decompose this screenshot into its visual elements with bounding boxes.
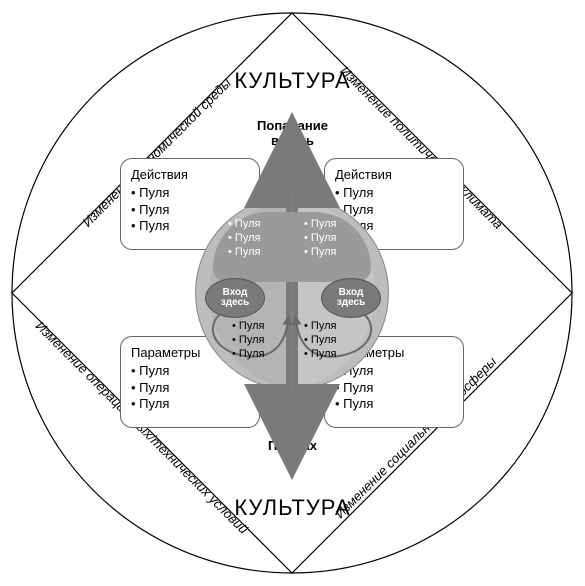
center-item: Пуля [304,348,336,362]
center-item: Пуля [304,218,336,232]
center-upper-left-list-2: Пуля Пуля Пуля [228,218,260,259]
center-item: Пуля [304,320,336,334]
diagram-root: КУЛЬТУРА КУЛЬТУРА Изменение экономическо… [0,0,585,586]
box-br-item: Пуля [335,396,453,412]
entry-right-text: Входздесь [337,288,365,309]
center-upper-right-list-2: Пуля Пуля Пуля [304,218,336,259]
center-item: Пуля [304,246,336,260]
center-item: Пуля [232,334,264,348]
center-item: Пуля [228,218,260,232]
title-top: КУЛЬТУРА [234,68,350,94]
center-lower-right-list: Пуля Пуля Пуля [304,320,336,361]
label-hit-line1: Попадание [257,118,328,133]
entry-left: Входздесь [205,278,265,318]
center-lower-left-list: Пуля Пуля Пуля [232,320,264,361]
center-item: Пуля [228,232,260,246]
entry-left-text: Входздесь [221,288,249,309]
box-br-item: Пуля [335,380,453,396]
label-hit-line2: в цель [271,133,314,148]
box-bl-item: Пуля [131,380,249,396]
center-item: Пуля [228,246,260,260]
center-item: Пуля [232,320,264,334]
box-tr-title: Действия [335,167,453,183]
entry-right: Входздесь [321,278,381,318]
box-tl-item: Пуля [131,202,249,218]
box-tr-item: Пуля [335,202,453,218]
label-hit: Попадание в цель [257,118,328,148]
box-tl-title: Действия [131,167,249,183]
box-bl-item: Пуля [131,396,249,412]
box-tl-item: Пуля [131,185,249,201]
label-miss: Промах [268,438,317,453]
box-tr-item: Пуля [335,185,453,201]
center-item: Пуля [232,348,264,362]
center-item: Пуля [304,232,336,246]
center-item: Пуля [304,334,336,348]
